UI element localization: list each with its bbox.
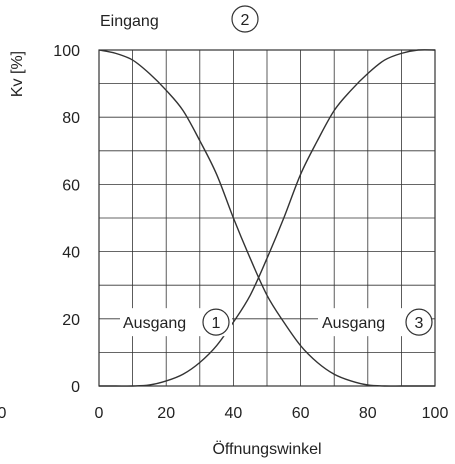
label-ausgang-1-text: Ausgang [123,315,186,332]
label-eingang-number-circle [231,5,259,33]
label-ausgang-1-number: 1 [212,315,221,332]
y-tick-label: 100 [53,43,80,60]
y-tick-label: 80 [62,110,80,127]
x-tick-label: 80 [359,405,377,422]
y-tick-label: 60 [62,177,80,194]
y-tick-label: 20 [62,312,80,329]
x-tick-label: 0 [95,405,104,422]
y-tick-label: 0 [71,379,80,396]
series-line-2 [99,49,436,387]
y-axis-label: Kv [%] [9,51,26,97]
label-eingang-text: Eingang [100,13,159,30]
label-ausgang-1: Ausgang 1 [120,308,232,337]
label-ausgang-3: Ausgang 3 [318,308,433,337]
label-eingang-number: 2 [241,12,250,29]
series-line-1 [98,49,435,387]
tick-labels: 0 20 40 60 80 100 0 20 40 60 80 100 [53,43,448,422]
annotations: Eingang 2 Ausgang 1 Ausgang 3 [100,5,433,337]
label-eingang: Eingang 2 [100,5,259,33]
label-ausgang-1-number-circle [202,308,230,336]
extra-tick-label: 0 [0,405,7,422]
plot-frame [98,49,436,387]
x-tick-label: 40 [225,405,243,422]
x-tick-label: 100 [422,405,449,422]
label-ausgang-3-text: Ausgang [322,315,385,332]
x-tick-label: 20 [157,405,175,422]
label-ausgang-3-number: 3 [415,315,424,332]
label-ausgang-3-number-circle [405,308,433,336]
y-tick-label: 40 [62,245,80,262]
curves [98,49,436,387]
x-axis-label: Öffnungswinkel [212,440,321,458]
x-tick-label: 60 [292,405,310,422]
